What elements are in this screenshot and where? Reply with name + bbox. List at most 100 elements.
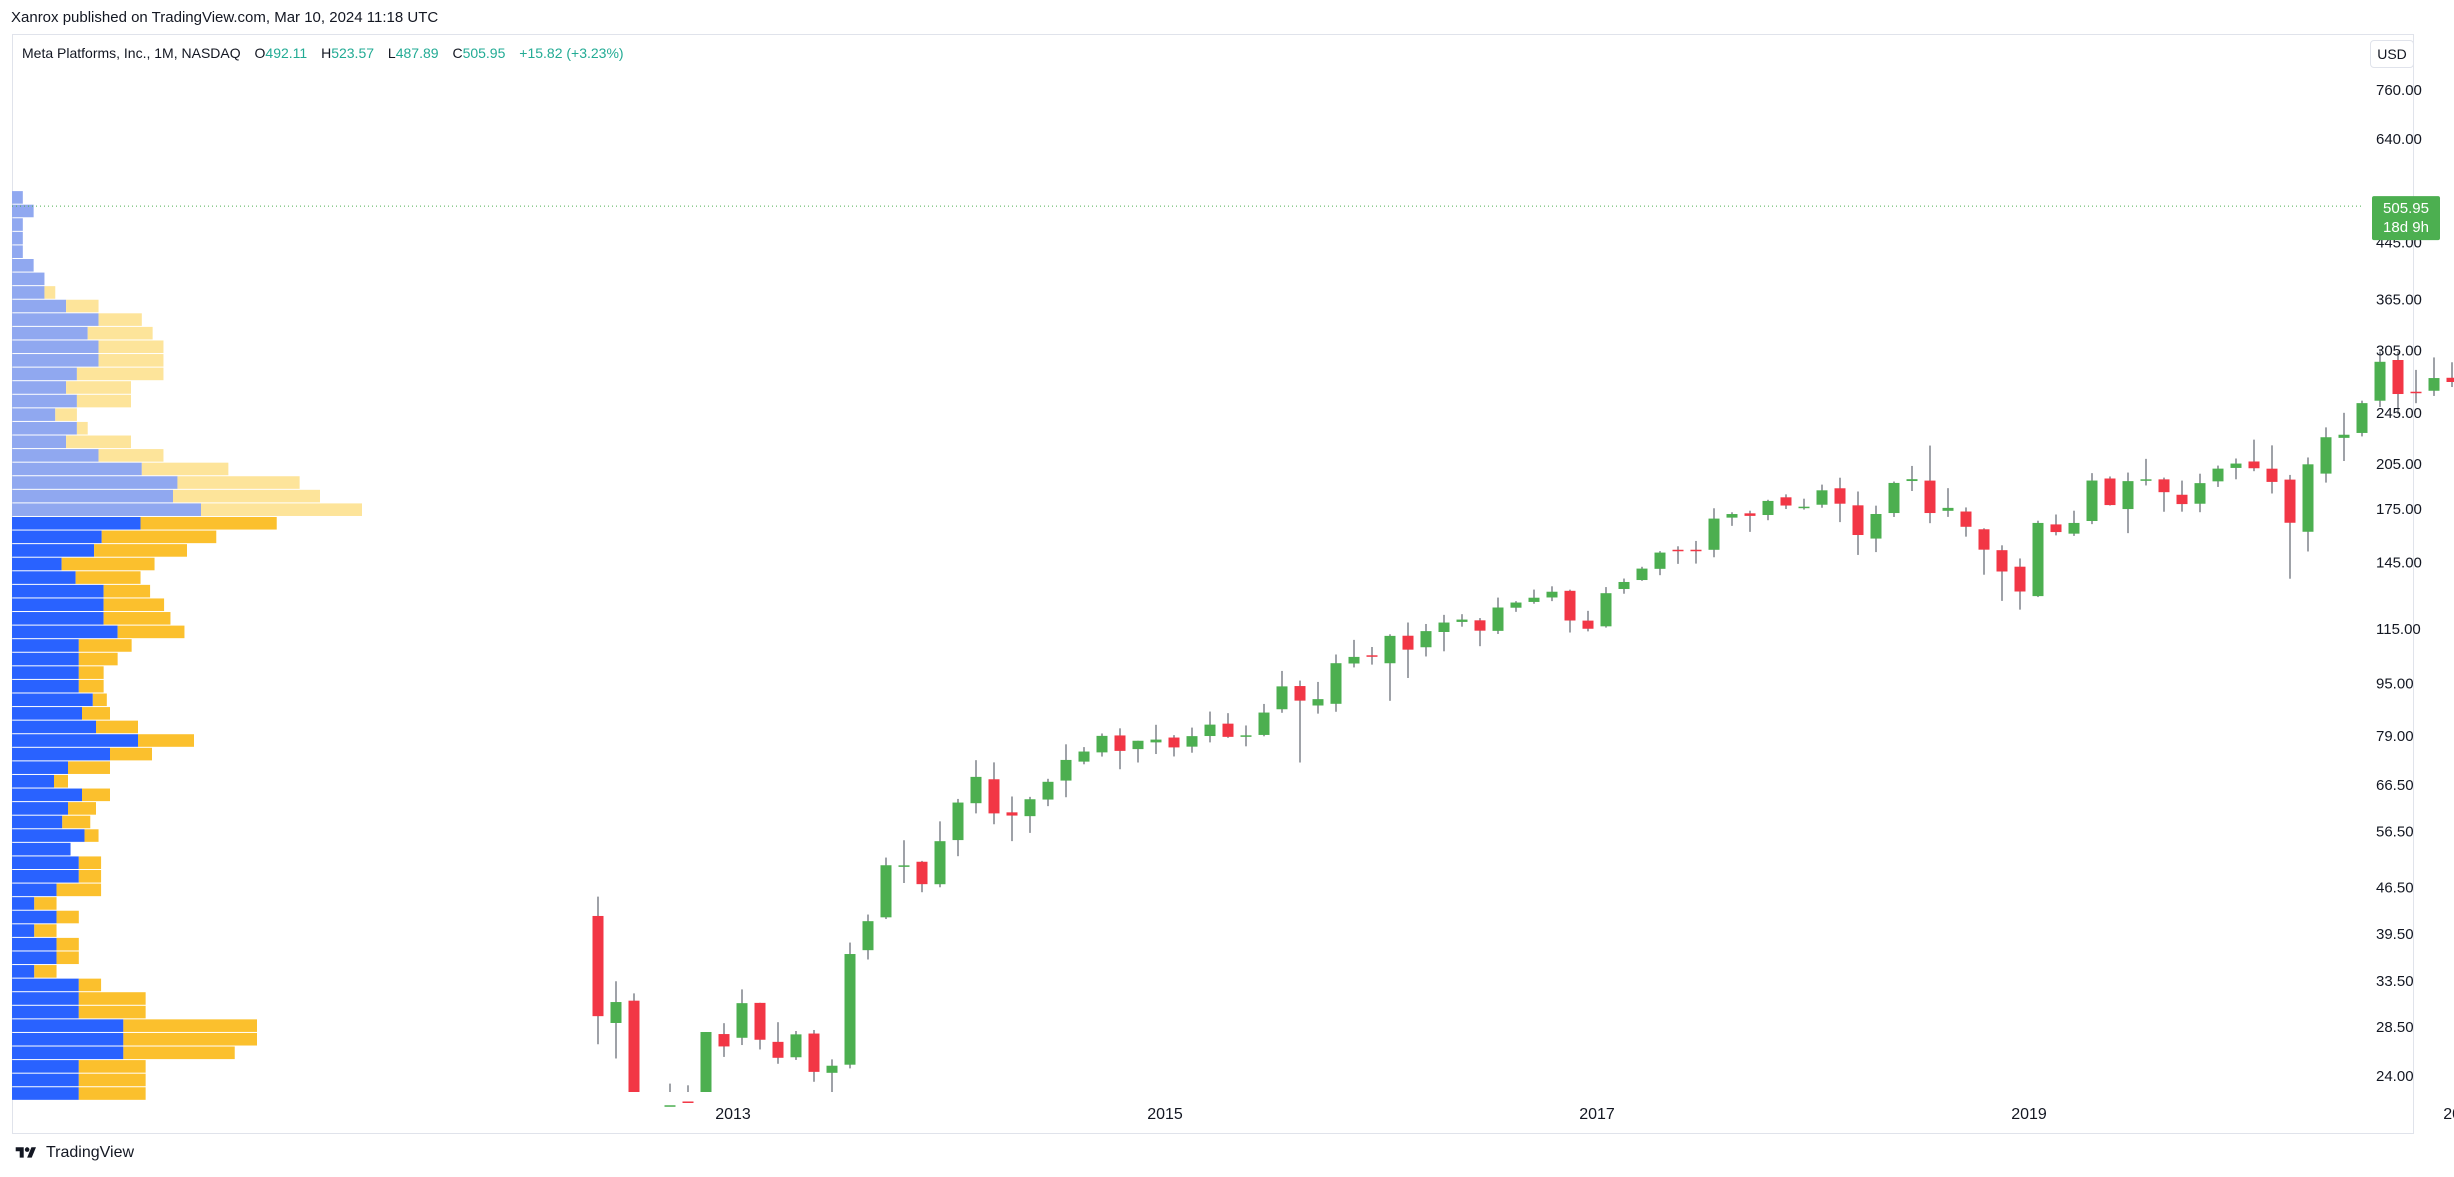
- volume-profile-down-bar: [75, 571, 141, 584]
- volume-profile-up-bar: [12, 897, 35, 910]
- candle-body: [2356, 403, 2368, 433]
- candle-body: [2158, 479, 2170, 493]
- candle-body: [700, 1032, 712, 1092]
- volume-profile-down-bar: [84, 829, 99, 842]
- volume-profile-up-bar: [12, 978, 79, 992]
- candle-body: [682, 1101, 694, 1103]
- y-axis-tick-label: 33.50: [2376, 973, 2414, 990]
- volume-profile-up-bar: [12, 1019, 124, 1032]
- volume-profile-down-bar: [98, 340, 164, 354]
- volume-profile-up-bar: [12, 802, 68, 815]
- candle-body: [826, 1065, 838, 1073]
- chart-frame: [12, 34, 2414, 1134]
- volume-profile-up-bar: [12, 272, 45, 286]
- volume-profile-up-bar: [12, 544, 95, 557]
- candle-body: [2122, 481, 2134, 510]
- volume-profile-up-bar: [12, 992, 79, 1005]
- volume-profile-down-bar: [138, 734, 194, 747]
- volume-profile-down-bar: [78, 1005, 146, 1019]
- last-price-countdown: 18d 9h: [2383, 219, 2429, 236]
- volume-profile-down-bar: [82, 707, 110, 720]
- volume-profile-down-bar: [66, 435, 131, 449]
- volume-profile-down-bar: [173, 489, 320, 503]
- volume-profile-up-bar: [12, 571, 76, 584]
- candle-body: [1258, 712, 1270, 735]
- volume-profile-up-bar: [12, 652, 79, 666]
- candle-body: [2230, 463, 2242, 468]
- y-axis-tick-label: 305.00: [2376, 343, 2422, 360]
- candle-body: [1780, 497, 1792, 506]
- candle-body: [2140, 479, 2152, 481]
- volume-profile-up-bar: [12, 788, 82, 802]
- candle-body: [2068, 522, 2080, 534]
- publication-info: Xanrox published on TradingView.com, Mar…: [11, 9, 439, 26]
- candle-body: [1672, 549, 1684, 552]
- high-value: 523.57: [331, 45, 375, 61]
- volume-profile-up-bar: [12, 815, 63, 829]
- volume-profile-down-bar: [123, 1046, 235, 1060]
- x-axis-tick-label: 2019: [2011, 1106, 2047, 1123]
- candle-body: [1960, 511, 1972, 527]
- volume-profile-down-bar: [61, 557, 155, 571]
- candle-body: [2338, 434, 2350, 438]
- volume-profile-up-bar: [12, 856, 79, 870]
- candle-body: [844, 954, 856, 1065]
- volume-profile-down-bar: [103, 612, 171, 625]
- candle-body: [2248, 461, 2260, 469]
- candle-body: [1996, 550, 2008, 572]
- volume-profile-down-bar: [101, 530, 217, 544]
- candle-body: [1096, 735, 1108, 753]
- y-axis-tick-label: 56.50: [2376, 824, 2414, 841]
- volume-profile-down-bar: [76, 367, 164, 381]
- candle-body: [1168, 737, 1180, 748]
- candle-body: [1762, 500, 1774, 516]
- volume-profile-up-bar: [12, 584, 104, 598]
- volume-profile-up-bar: [12, 761, 68, 774]
- candle-body: [1492, 607, 1504, 631]
- candle-body: [2176, 494, 2188, 505]
- volume-profile-up-bar: [12, 774, 54, 788]
- volume-profile-down-bar: [78, 1060, 146, 1073]
- candle-body: [1006, 812, 1018, 816]
- volume-profile-down-bar: [78, 1073, 146, 1087]
- volume-profile-up-bar: [12, 612, 104, 625]
- candle-body: [1348, 656, 1360, 664]
- volume-profile-up-bar: [12, 720, 96, 734]
- volume-profile-up-bar: [12, 354, 99, 367]
- candle-body: [2284, 479, 2296, 523]
- symbol-description: Meta Platforms, Inc., 1M, NASDAQ: [22, 45, 241, 61]
- candle-body: [2428, 378, 2440, 391]
- currency-button[interactable]: USD: [2370, 40, 2414, 68]
- volume-profile-up-bar: [12, 747, 110, 761]
- footer-brand-text: TradingView: [46, 1144, 135, 1161]
- volume-profile-down-bar: [78, 978, 102, 992]
- volume-profile-up-bar: [12, 340, 99, 354]
- candle-body: [1798, 506, 1810, 509]
- volume-profile-up-bar: [12, 218, 23, 231]
- candle-body: [2266, 468, 2278, 482]
- volume-profile-down-bar: [54, 774, 68, 788]
- volume-profile-up-bar: [12, 286, 45, 299]
- volume-profile-up-bar: [12, 231, 23, 245]
- candle-body: [1942, 507, 1954, 511]
- volume-profile-up-bar: [12, 734, 138, 747]
- candle-body: [2194, 483, 2206, 504]
- y-axis-tick-label: 66.50: [2376, 777, 2414, 794]
- candle-body: [988, 779, 1000, 814]
- volume-profile-up-bar: [12, 1032, 124, 1046]
- volume-profile-down-bar: [66, 381, 131, 394]
- candle-body: [1222, 723, 1234, 737]
- candle-body: [1744, 513, 1756, 516]
- volume-profile-up-bar: [12, 204, 34, 218]
- volume-profile-up-bar: [12, 326, 88, 340]
- volume-profile-up-bar: [12, 1046, 124, 1060]
- footer-brand[interactable]: TradingView: [12, 1144, 134, 1162]
- volume-profile-down-bar: [68, 761, 110, 774]
- y-axis-tick-label: 205.00: [2376, 456, 2422, 473]
- candle-body: [2302, 464, 2314, 532]
- candle-body: [970, 776, 982, 804]
- volume-profile-down-bar: [66, 299, 99, 313]
- volume-profile-up-bar: [12, 924, 35, 937]
- volume-profile-up-bar: [12, 421, 77, 435]
